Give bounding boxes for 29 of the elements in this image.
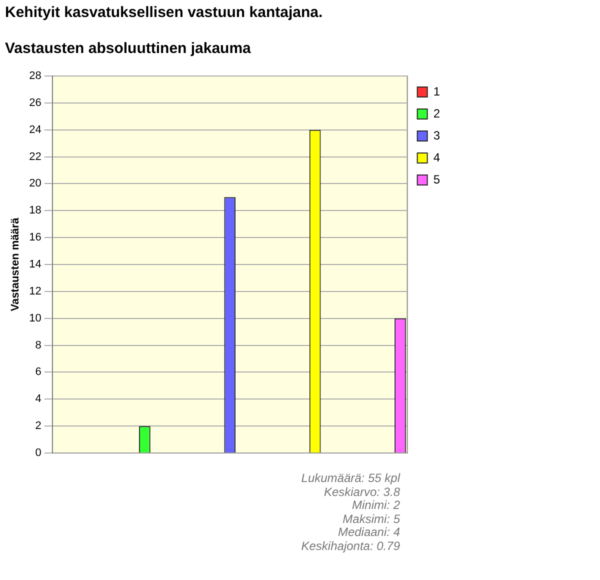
y-tick-label: 2 [35, 420, 42, 432]
y-tick-label: 26 [29, 96, 42, 109]
text: Keskihajonta: 0.79 [300, 538, 400, 553]
y-tick-label: 28 [29, 70, 42, 82]
legend-label: 4 [433, 150, 440, 164]
text: Maksimi: 5 [342, 512, 400, 526]
y-tick-label: 4 [35, 393, 42, 406]
y-tick-label: 8 [35, 339, 42, 352]
legend-label: 1 [433, 84, 440, 98]
y-tick-label: 20 [29, 178, 42, 190]
y-tick-label: 14 [29, 258, 42, 271]
text: Lukumäärä: 55 kpl [300, 471, 400, 486]
y-tick-label: 10 [29, 312, 42, 324]
text: Keskiarvo: 3.8 [322, 484, 400, 499]
legend-label: 3 [433, 128, 440, 142]
y-tick-label: 22 [29, 150, 42, 163]
legend-label: 5 [433, 172, 440, 186]
y-tick-label: 16 [29, 232, 42, 244]
y-tick-label: 12 [29, 285, 42, 298]
y-tick-label: 6 [35, 366, 42, 378]
y-tick-label: 0 [35, 447, 42, 460]
y-tick-label: 18 [29, 204, 42, 217]
y-tick-label: 24 [29, 124, 42, 136]
chart-subtitle: Vastausten absoluuttinen jakauma [5, 40, 251, 57]
legend-label: 2 [433, 106, 440, 120]
y-axis-title: Vastausten määrä [10, 216, 22, 312]
text: Mediaani: 4 [336, 525, 400, 540]
text: Minimi: 2 [350, 498, 400, 512]
chart-title: Kehityit kasvatuksellisen vastuun kantajana. [5, 4, 323, 21]
